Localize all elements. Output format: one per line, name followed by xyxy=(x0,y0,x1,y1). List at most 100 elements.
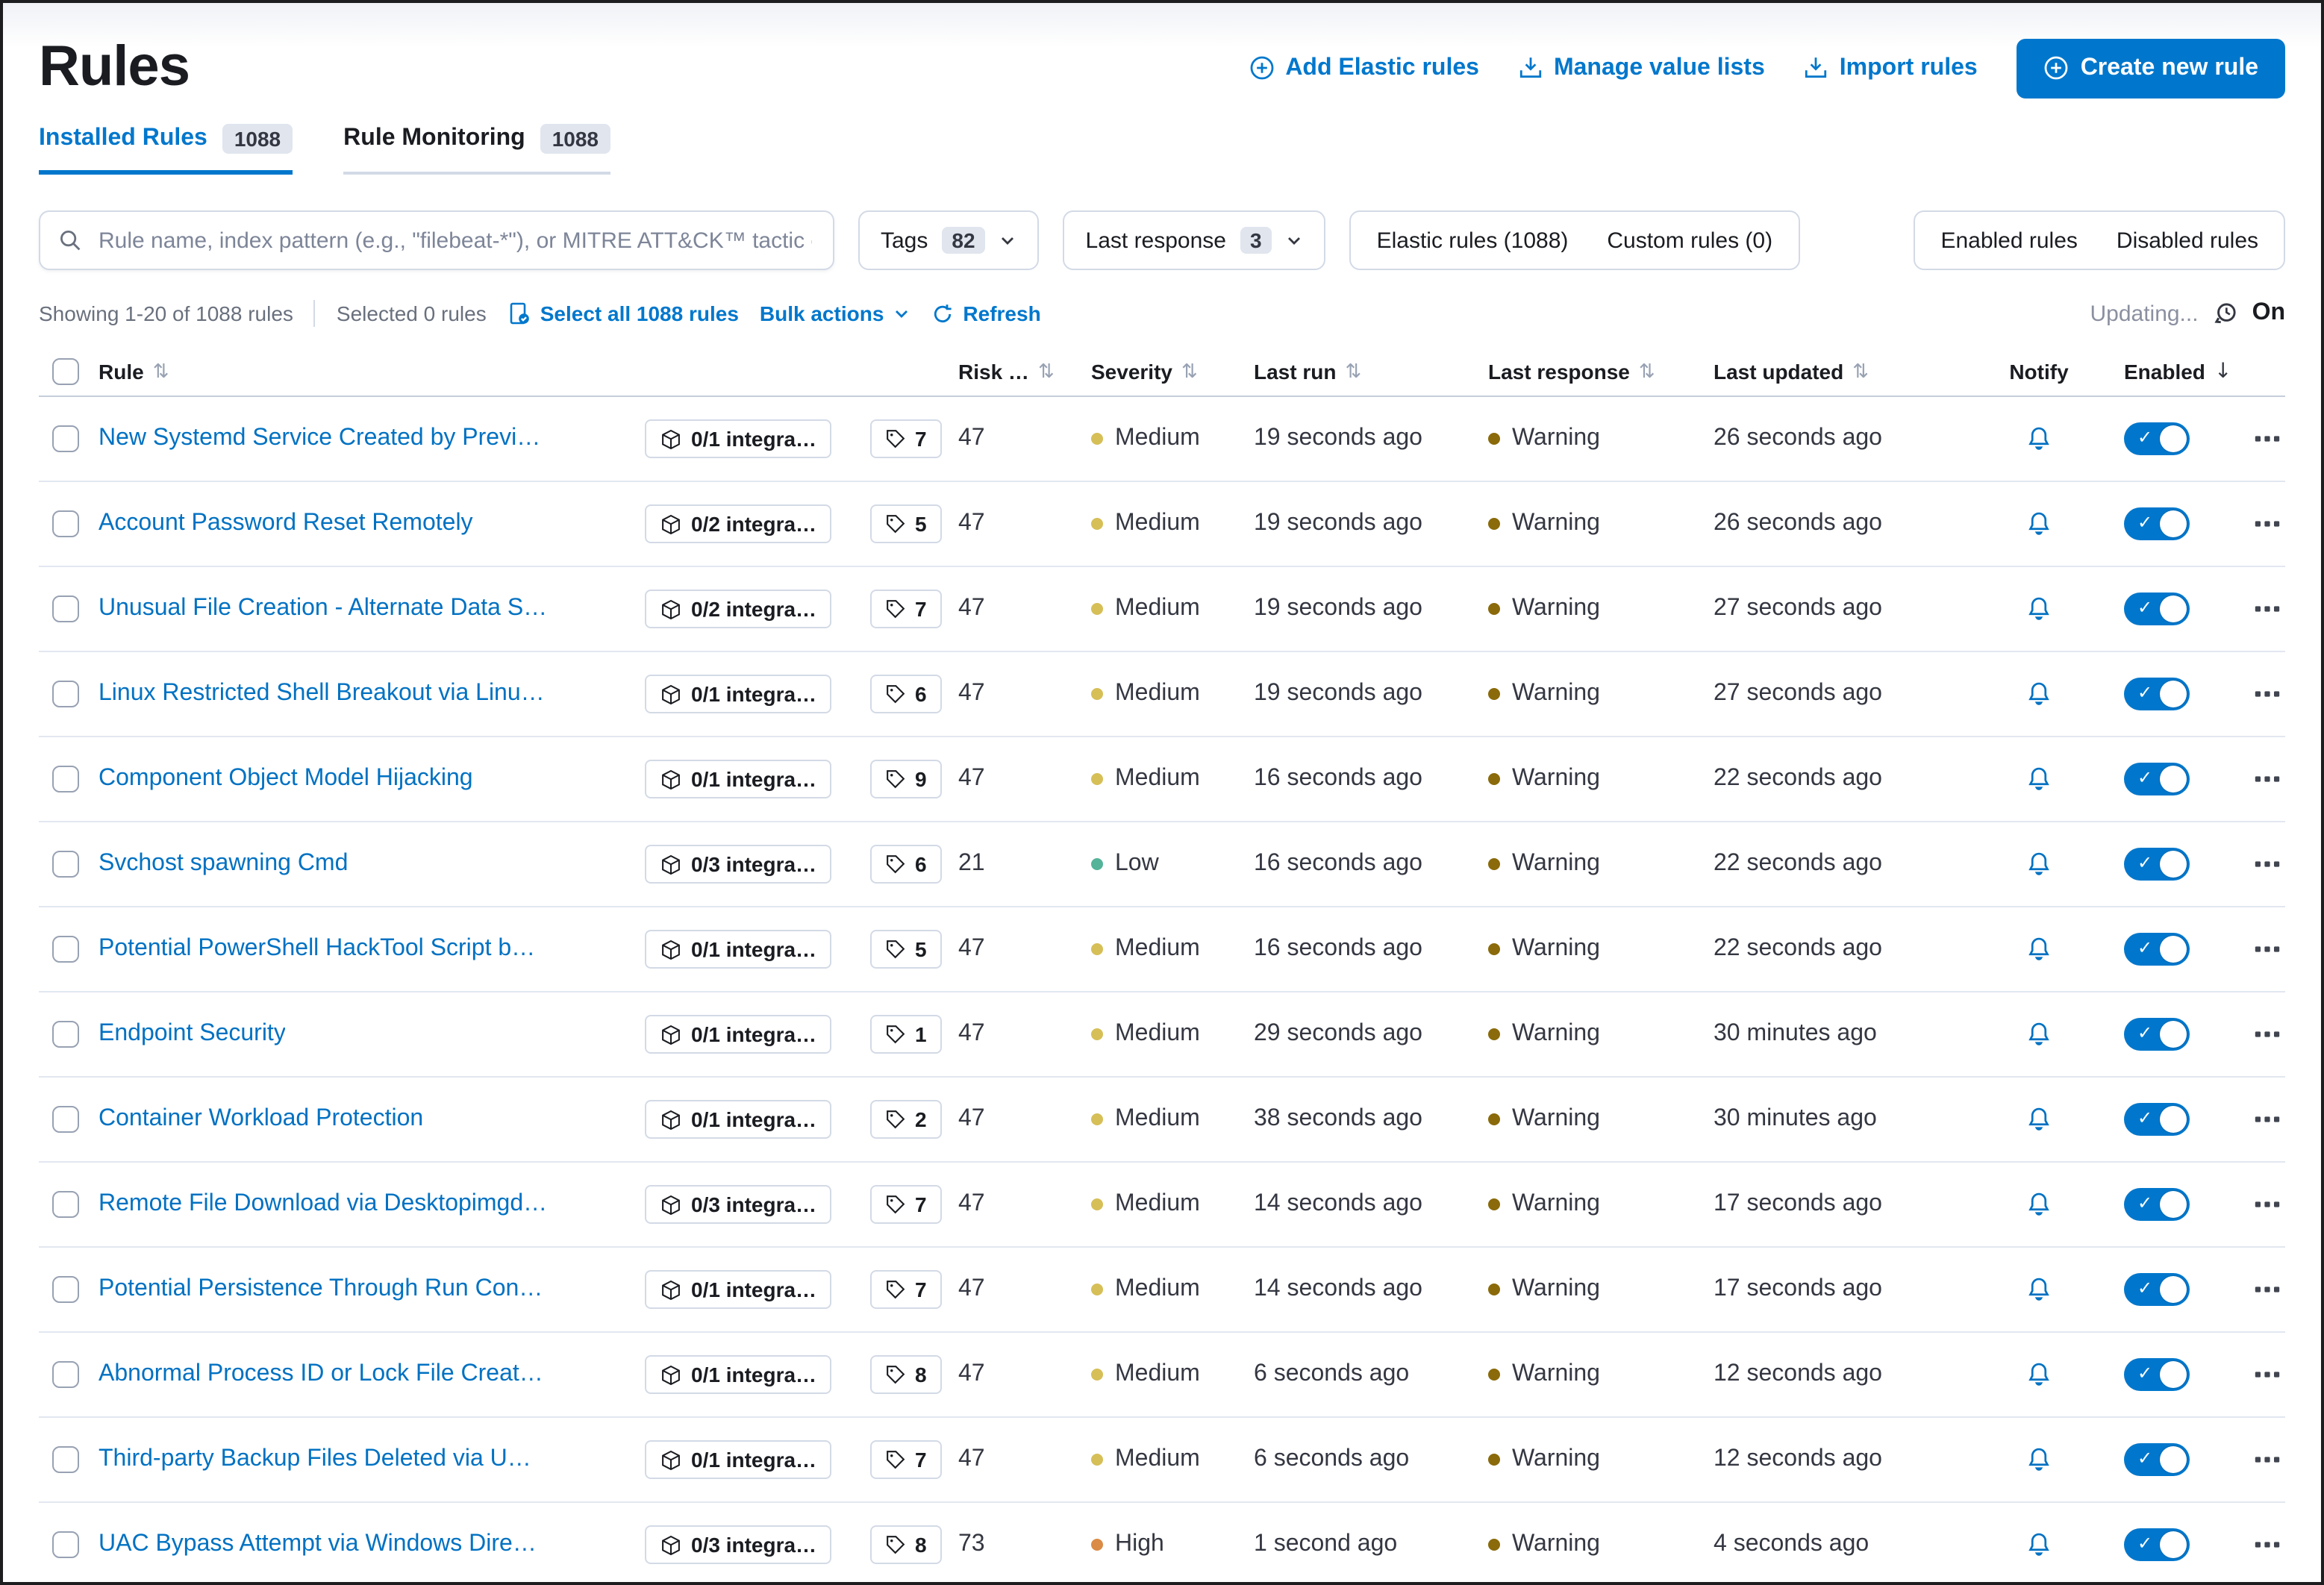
row-actions-button[interactable] xyxy=(2253,1191,2280,1218)
rule-name-link[interactable]: Endpoint Security xyxy=(99,1021,286,1046)
rule-name-link[interactable]: Container Workload Protection xyxy=(99,1106,424,1131)
elastic-rules-filter[interactable]: Elastic rules (1088) xyxy=(1376,228,1569,253)
row-checkbox[interactable] xyxy=(52,1361,79,1388)
column-header-rule[interactable]: Rule xyxy=(99,360,958,384)
last-response-filter-button[interactable]: Last response 3 xyxy=(1063,210,1326,270)
enabled-toggle[interactable] xyxy=(2124,763,2190,795)
rule-name-link[interactable]: Account Password Reset Remotely xyxy=(99,510,473,536)
row-actions-button[interactable] xyxy=(2253,1106,2280,1133)
rule-name-link[interactable]: Abnormal Process ID or Lock File Creat… xyxy=(99,1361,543,1387)
enabled-toggle[interactable] xyxy=(2124,507,2190,540)
rule-name-link[interactable]: UAC Bypass Attempt via Windows Dire… xyxy=(99,1531,537,1557)
rule-name-link[interactable]: Potential PowerShell HackTool Script b… xyxy=(99,936,536,961)
integrations-badge[interactable]: 0/1 integra… xyxy=(645,1270,832,1309)
row-checkbox[interactable] xyxy=(52,766,79,792)
tags-badge[interactable]: 7 xyxy=(870,1270,942,1309)
enabled-toggle[interactable] xyxy=(2124,1103,2190,1136)
tags-badge[interactable]: 6 xyxy=(870,845,942,884)
column-header-last-response[interactable]: Last response xyxy=(1488,360,1714,384)
row-actions-button[interactable] xyxy=(2253,766,2280,792)
integrations-badge[interactable]: 0/1 integra… xyxy=(645,1015,832,1054)
row-checkbox[interactable] xyxy=(52,595,79,622)
enabled-toggle[interactable] xyxy=(2124,933,2190,966)
notify-bell-icon[interactable] xyxy=(2025,425,2052,452)
row-actions-button[interactable] xyxy=(2253,1446,2280,1473)
rule-name-link[interactable]: Third-party Backup Files Deleted via U… xyxy=(99,1446,531,1472)
row-checkbox[interactable] xyxy=(52,1276,79,1303)
row-checkbox[interactable] xyxy=(52,1531,79,1558)
integrations-badge[interactable]: 0/3 integra… xyxy=(645,1185,832,1224)
refresh-button[interactable]: Refresh xyxy=(931,301,1041,325)
tags-filter-button[interactable]: Tags 82 xyxy=(858,210,1040,270)
row-actions-button[interactable] xyxy=(2253,681,2280,707)
row-actions-button[interactable] xyxy=(2253,1276,2280,1303)
row-checkbox[interactable] xyxy=(52,425,79,452)
rule-name-link[interactable]: Potential Persistence Through Run Con… xyxy=(99,1276,543,1301)
enabled-rules-filter[interactable]: Enabled rules xyxy=(1940,228,2078,253)
enabled-toggle[interactable] xyxy=(2124,1358,2190,1391)
enabled-toggle[interactable] xyxy=(2124,848,2190,881)
tags-badge[interactable]: 7 xyxy=(870,1440,942,1479)
disabled-rules-filter[interactable]: Disabled rules xyxy=(2116,228,2258,253)
notify-bell-icon[interactable] xyxy=(2025,766,2052,792)
notify-bell-icon[interactable] xyxy=(2025,595,2052,622)
column-header-last-updated[interactable]: Last updated xyxy=(1714,360,1973,384)
rule-name-link[interactable]: Unusual File Creation - Alternate Data S… xyxy=(99,595,548,621)
tab-installed-rules[interactable]: Installed Rules 1088 xyxy=(39,124,293,175)
enabled-toggle[interactable] xyxy=(2124,593,2190,625)
integrations-badge[interactable]: 0/1 integra… xyxy=(645,675,832,713)
tags-badge[interactable]: 7 xyxy=(870,590,942,628)
row-actions-button[interactable] xyxy=(2253,936,2280,963)
enabled-toggle[interactable] xyxy=(2124,422,2190,455)
notify-bell-icon[interactable] xyxy=(2025,1531,2052,1558)
notify-bell-icon[interactable] xyxy=(2025,1361,2052,1388)
row-checkbox[interactable] xyxy=(52,1021,79,1048)
row-checkbox[interactable] xyxy=(52,936,79,963)
tags-badge[interactable]: 6 xyxy=(870,675,942,713)
row-checkbox[interactable] xyxy=(52,681,79,707)
tags-badge[interactable]: 5 xyxy=(870,504,942,543)
select-all-checkbox[interactable] xyxy=(52,358,79,385)
row-checkbox[interactable] xyxy=(52,1106,79,1133)
notify-bell-icon[interactable] xyxy=(2025,851,2052,878)
tags-badge[interactable]: 9 xyxy=(870,760,942,798)
tags-badge[interactable]: 5 xyxy=(870,930,942,969)
integrations-badge[interactable]: 0/1 integra… xyxy=(645,419,832,458)
notify-bell-icon[interactable] xyxy=(2025,1276,2052,1303)
tags-badge[interactable]: 7 xyxy=(870,419,942,458)
row-actions-button[interactable] xyxy=(2253,851,2280,878)
select-all-button[interactable]: Select all 1088 rules xyxy=(507,301,739,325)
notify-bell-icon[interactable] xyxy=(2025,1021,2052,1048)
row-checkbox[interactable] xyxy=(52,1191,79,1218)
integrations-badge[interactable]: 0/1 integra… xyxy=(645,1355,832,1394)
bulk-actions-button[interactable]: Bulk actions xyxy=(760,301,911,325)
tags-badge[interactable]: 7 xyxy=(870,1185,942,1224)
auto-refresh-toggle[interactable]: On xyxy=(2252,300,2285,325)
notify-bell-icon[interactable] xyxy=(2025,936,2052,963)
integrations-badge[interactable]: 0/3 integra… xyxy=(645,845,832,884)
notify-bell-icon[interactable] xyxy=(2025,1446,2052,1473)
row-checkbox[interactable] xyxy=(52,1446,79,1473)
rule-name-link[interactable]: Component Object Model Hijacking xyxy=(99,766,473,791)
integrations-badge[interactable]: 0/2 integra… xyxy=(645,504,832,543)
enabled-toggle[interactable] xyxy=(2124,1188,2190,1221)
manage-value-lists-button[interactable]: Manage value lists xyxy=(1518,54,1765,81)
rule-name-link[interactable]: Linux Restricted Shell Breakout via Linu… xyxy=(99,681,545,706)
column-header-severity[interactable]: Severity xyxy=(1091,360,1254,384)
enabled-toggle[interactable] xyxy=(2124,1443,2190,1476)
column-header-risk[interactable]: Risk … xyxy=(958,360,1091,384)
integrations-badge[interactable]: 0/2 integra… xyxy=(645,590,832,628)
rule-name-link[interactable]: New Systemd Service Created by Previ… xyxy=(99,425,541,451)
tags-badge[interactable]: 2 xyxy=(870,1100,942,1139)
integrations-badge[interactable]: 0/1 integra… xyxy=(645,930,832,969)
enabled-toggle[interactable] xyxy=(2124,1018,2190,1051)
column-header-enabled[interactable]: Enabled xyxy=(2105,360,2242,384)
integrations-badge[interactable]: 0/1 integra… xyxy=(645,1440,832,1479)
row-actions-button[interactable] xyxy=(2253,1021,2280,1048)
tags-badge[interactable]: 1 xyxy=(870,1015,942,1054)
custom-rules-filter[interactable]: Custom rules (0) xyxy=(1607,228,1773,253)
row-checkbox[interactable] xyxy=(52,851,79,878)
create-new-rule-button[interactable]: Create new rule xyxy=(2016,38,2285,98)
rule-name-link[interactable]: Remote File Download via Desktopimgd… xyxy=(99,1191,548,1216)
column-header-last-run[interactable]: Last run xyxy=(1254,360,1488,384)
